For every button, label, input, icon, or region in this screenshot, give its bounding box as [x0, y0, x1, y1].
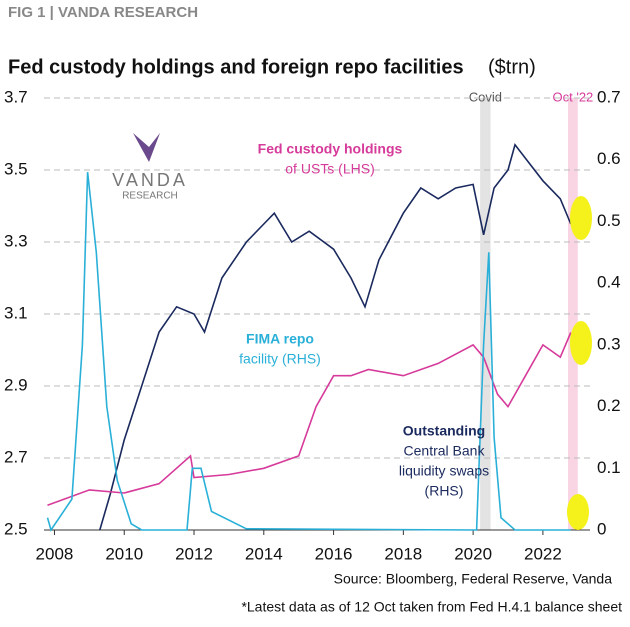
annotation: (RHS) — [425, 483, 464, 499]
y2-tick-label: 0.2 — [597, 396, 621, 415]
annotation: liquidity swaps — [399, 463, 489, 479]
region-label: Oct '22 — [553, 89, 594, 104]
x-tick-label: 2010 — [105, 544, 143, 563]
y2-tick-label: 0 — [597, 519, 606, 538]
footnote: *Latest data as of 12 Oct taken from Fed… — [241, 599, 622, 615]
y2-tick-label: 0.7 — [597, 87, 621, 106]
series-line — [99, 143, 572, 531]
y-tick-label: 2.9 — [4, 375, 28, 394]
chart-title: Fed custody holdings and foreign repo fa… — [8, 56, 464, 78]
annotation: Fed custody holdings — [258, 141, 403, 157]
y2-tick-label: 0.4 — [597, 273, 621, 292]
y-tick-label: 3.3 — [4, 231, 28, 250]
shaded-region — [568, 98, 578, 530]
region-label: Covid — [469, 89, 502, 104]
series-line — [47, 332, 572, 507]
y2-tick-label: 0.5 — [597, 211, 621, 230]
chart-unit: ($trn) — [488, 56, 536, 78]
highlight-markers — [567, 196, 592, 530]
x-tick-label: 2012 — [175, 544, 213, 563]
source: Source: Bloomberg, Federal Reserve, Vand… — [334, 571, 613, 587]
y2-tick-label: 0.6 — [597, 149, 621, 168]
logo-name: VANDA — [112, 170, 188, 190]
x-tick-label: 2022 — [524, 544, 562, 563]
annotation: of USTs (LHS) — [285, 161, 374, 177]
annotation: FIMA repo — [246, 331, 314, 347]
annotation: Outstanding — [403, 423, 485, 439]
highlight — [567, 494, 589, 530]
y-tick-label: 2.5 — [4, 519, 28, 538]
x-tick-label: 2018 — [384, 544, 422, 563]
y-tick-label: 3.7 — [4, 87, 28, 106]
series-line — [46, 172, 571, 532]
y2-tick-label: 0.3 — [597, 334, 621, 353]
highlight — [570, 321, 592, 365]
header: FIG 1 | VANDA RESEARCH — [8, 4, 198, 21]
y2-tick-label: 0.1 — [597, 458, 621, 477]
x-tick-label: 2020 — [454, 544, 492, 563]
x-tick-label: 2014 — [245, 544, 283, 563]
annotation: facility (RHS) — [239, 351, 321, 367]
y-tick-label: 3.1 — [4, 303, 28, 322]
y-tick-label: 3.5 — [4, 159, 28, 178]
x-tick-label: 2008 — [36, 544, 74, 563]
logo-sub: RESEARCH — [122, 191, 178, 202]
logo: VANDA RESEARCH — [112, 133, 188, 202]
logo-mark — [133, 133, 160, 162]
annotation: Central Bank — [404, 443, 486, 459]
highlight — [570, 196, 592, 240]
x-tick-label: 2016 — [315, 544, 353, 563]
y-tick-label: 2.7 — [4, 447, 28, 466]
